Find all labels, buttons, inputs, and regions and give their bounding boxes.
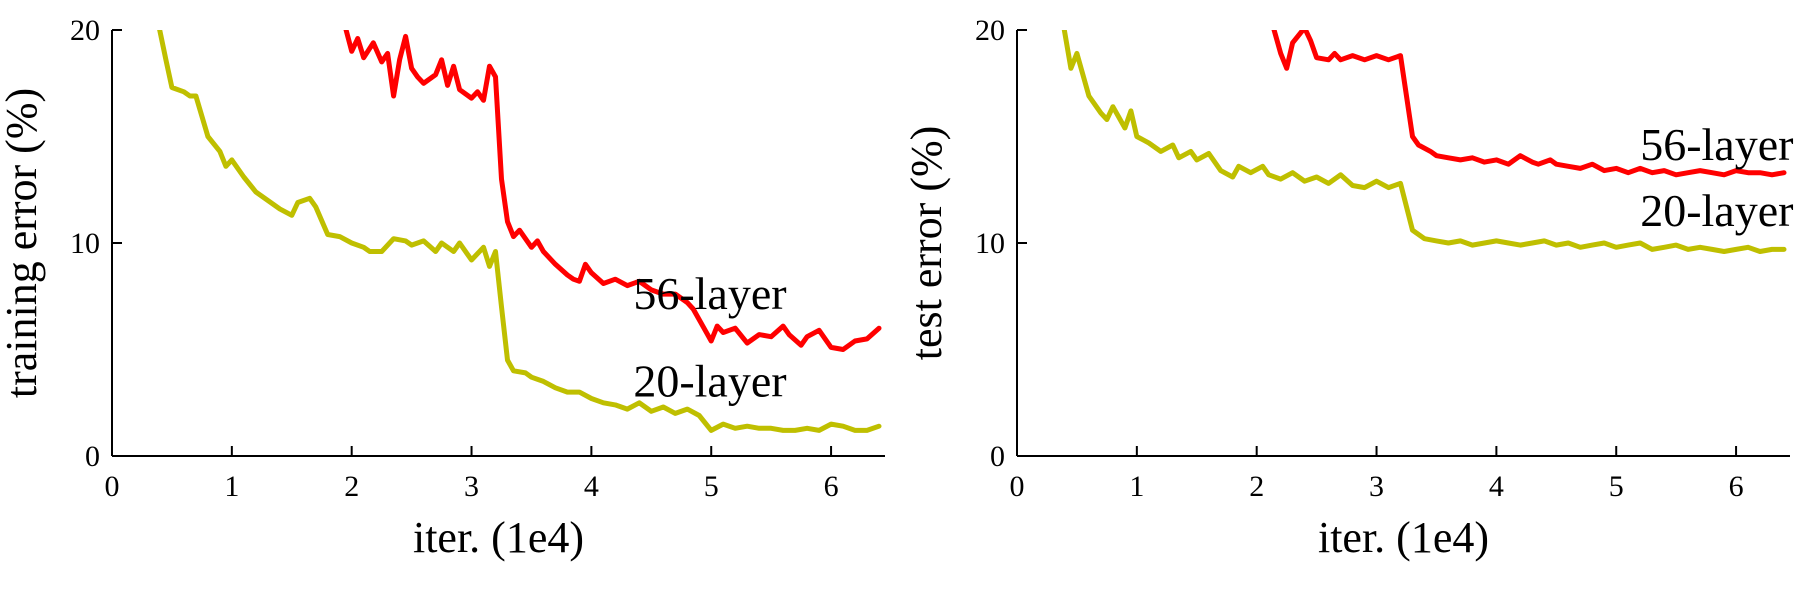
y-axis-label: training error (%) bbox=[0, 88, 46, 398]
x-tick-label: 5 bbox=[1609, 470, 1624, 503]
annotation-56-layer: 56-layer bbox=[1640, 119, 1793, 170]
series-20-layer bbox=[157, 30, 882, 433]
x-tick-label: 4 bbox=[584, 470, 599, 503]
x-tick-label: 2 bbox=[344, 470, 359, 503]
x-tick-label: 0 bbox=[105, 470, 120, 503]
y-tick-label: 10 bbox=[975, 227, 1005, 260]
x-tick-label: 6 bbox=[1729, 470, 1744, 503]
chart-svg-test-error: 0 1 2 3 4 5 6 0 10 20 iter. (1e4) test error (%) 56-… bbox=[905, 14, 1793, 562]
y-tick-label: 0 bbox=[990, 440, 1005, 473]
chart-training-error: 0 1 2 3 4 5 6 0 10 20 iter. (1e4) training error (%… bbox=[0, 0, 905, 614]
x-tick-label: 5 bbox=[704, 470, 719, 503]
x-axis-label: iter. (1e4) bbox=[413, 513, 584, 562]
series-20-layer bbox=[1061, 30, 1787, 254]
x-axis-label: iter. (1e4) bbox=[1318, 513, 1489, 562]
annotation-20-layer: 20-layer bbox=[1640, 185, 1793, 236]
x-tick-label: 6 bbox=[824, 470, 839, 503]
chart-test-error: 0 1 2 3 4 5 6 0 10 20 iter. (1e4) test error (%) 56-… bbox=[905, 0, 1810, 614]
y-tick-label: 0 bbox=[85, 440, 100, 473]
y-axis-label: test error (%) bbox=[905, 126, 951, 361]
x-tick-label: 0 bbox=[1010, 470, 1025, 503]
annotation-20-layer: 20-layer bbox=[633, 355, 786, 406]
x-tick-label: 3 bbox=[1369, 470, 1384, 503]
series-56-layer bbox=[343, 30, 882, 352]
series-56-layer bbox=[1271, 30, 1787, 178]
y-tick-label: 20 bbox=[975, 14, 1005, 47]
x-tick-label: 3 bbox=[464, 470, 479, 503]
x-tick-label: 1 bbox=[1129, 470, 1144, 503]
y-tick-label: 10 bbox=[70, 227, 100, 260]
x-tick-label: 4 bbox=[1489, 470, 1504, 503]
y-tick-label: 20 bbox=[70, 14, 100, 47]
x-tick-label: 2 bbox=[1249, 470, 1264, 503]
annotation-56-layer: 56-layer bbox=[633, 268, 786, 319]
chart-svg-training-error: 0 1 2 3 4 5 6 0 10 20 iter. (1e4) training error (%… bbox=[0, 14, 885, 562]
x-tick-label: 1 bbox=[224, 470, 239, 503]
